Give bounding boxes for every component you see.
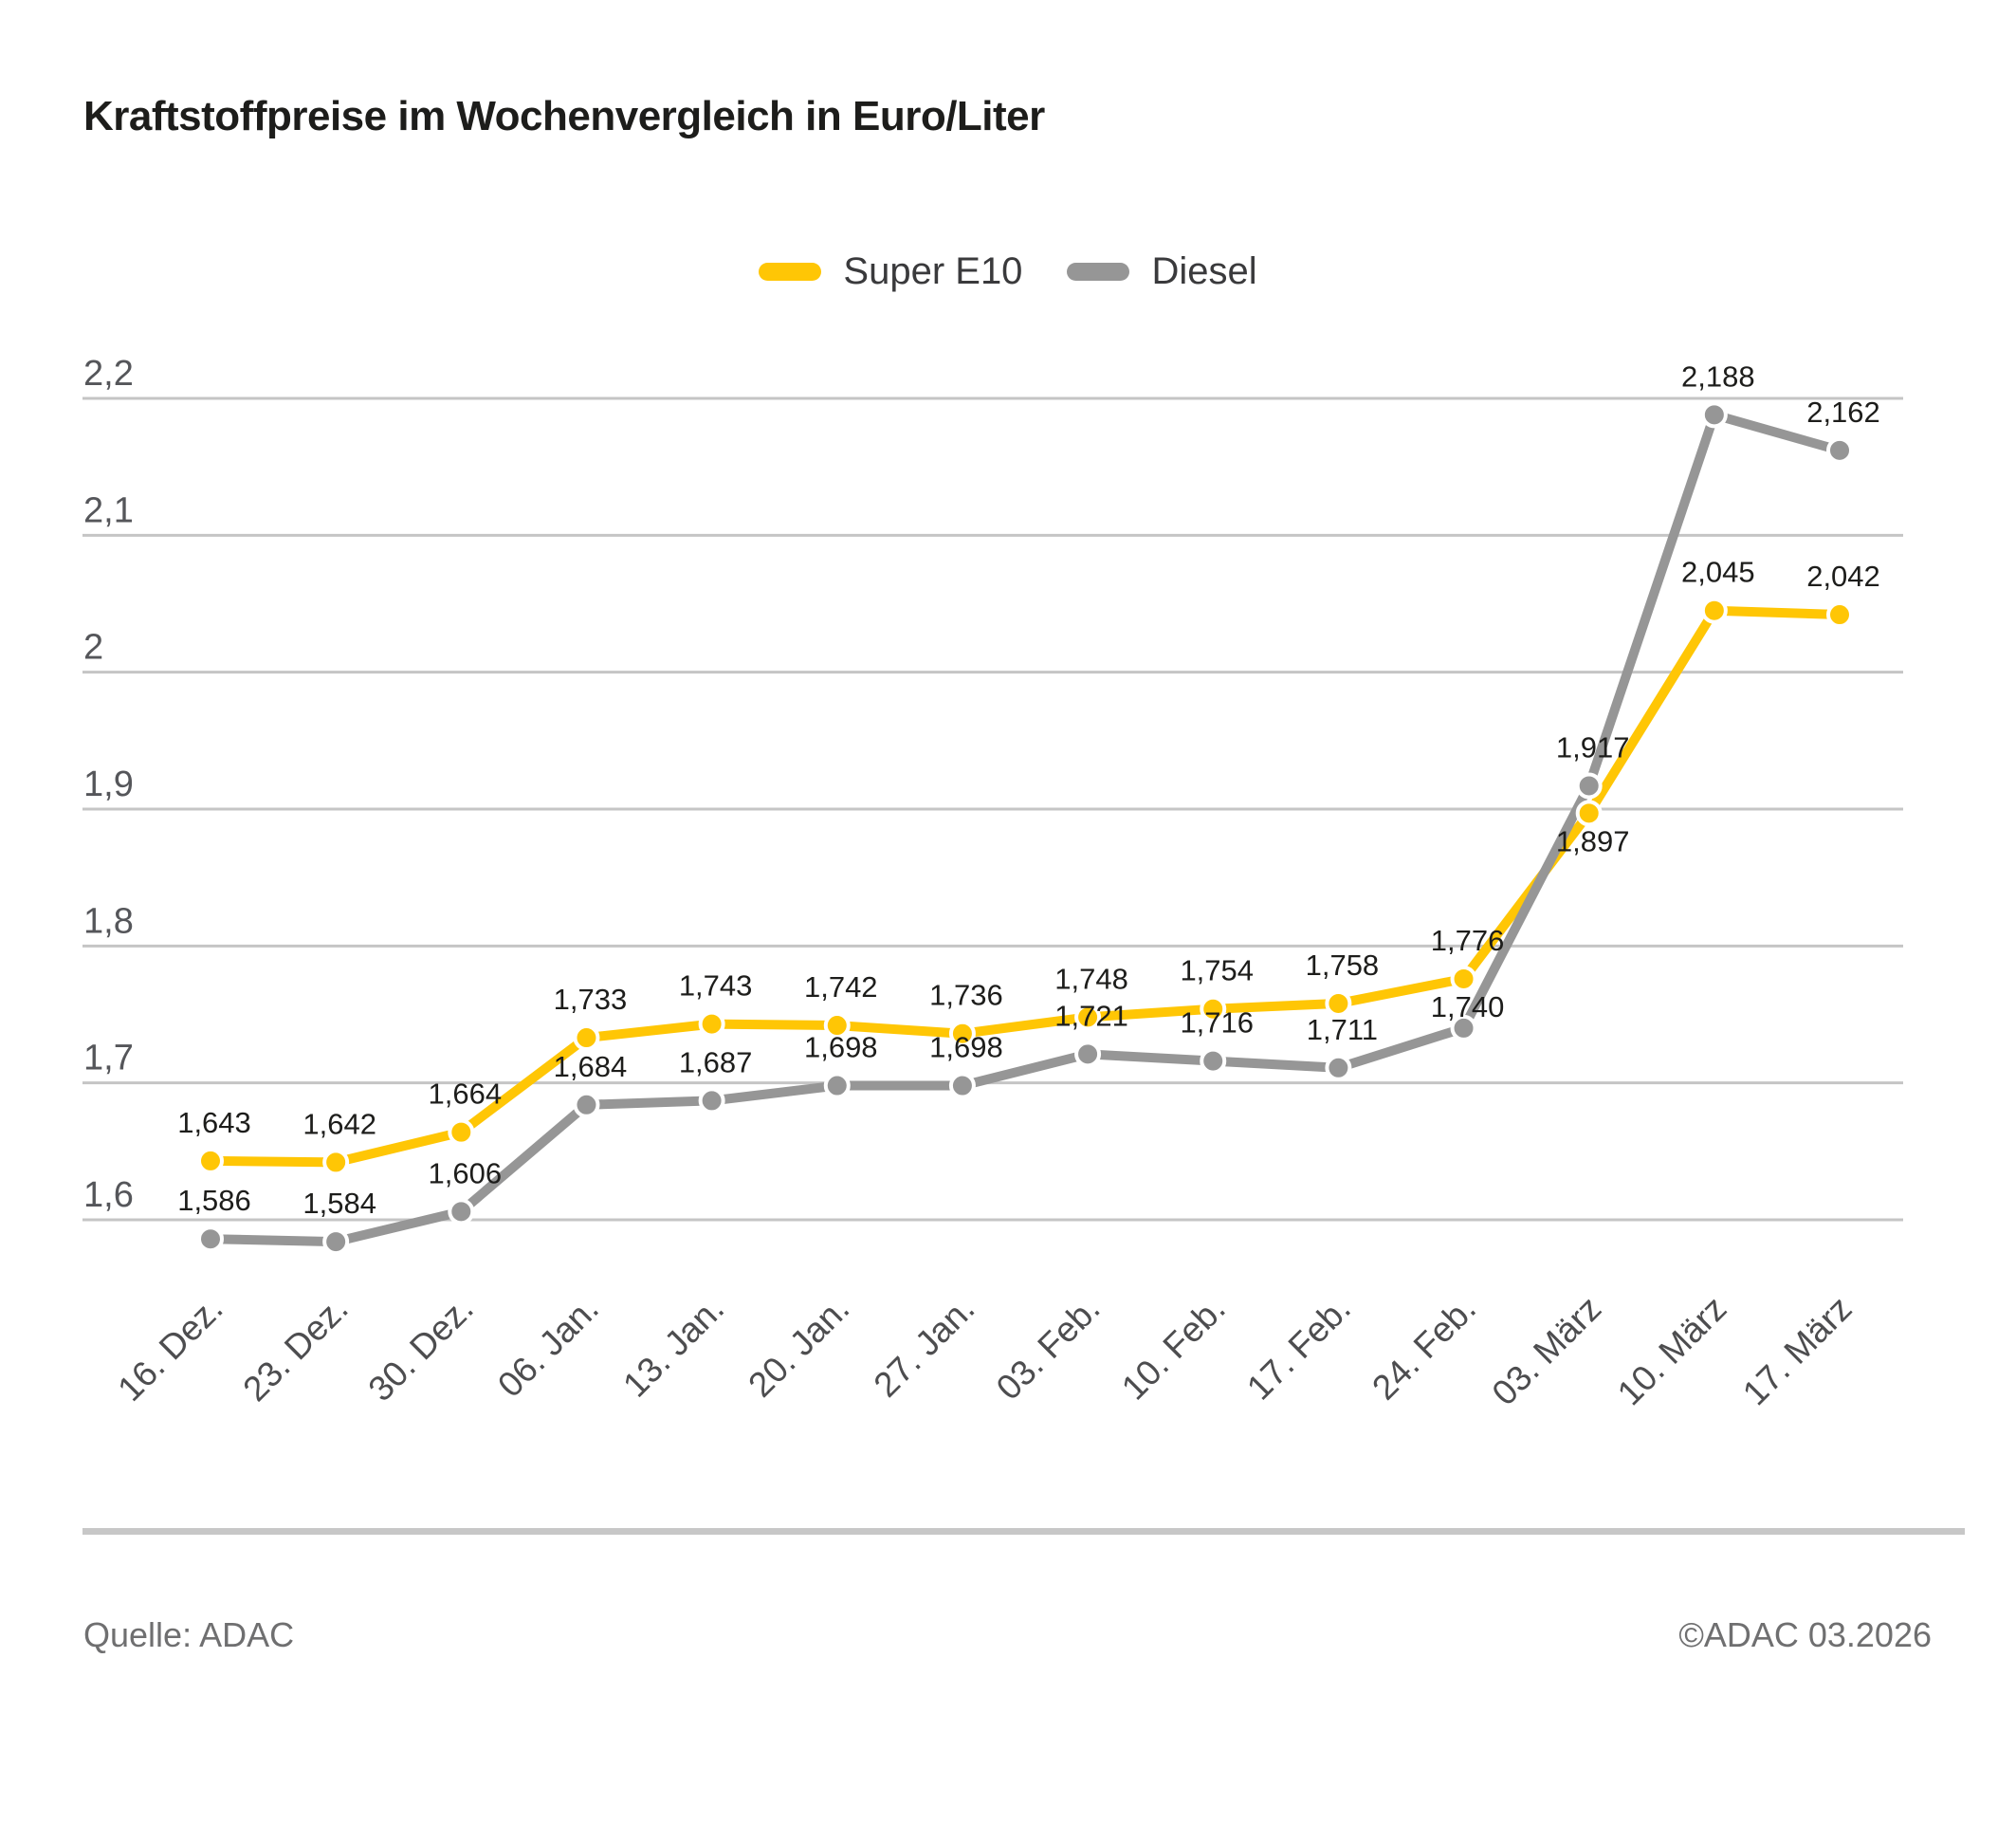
x-tick-label: 17. März (1735, 1289, 1860, 1413)
data-label: 1,742 (804, 970, 878, 1004)
super-e10-point (322, 1149, 350, 1176)
legend-item-diesel: Diesel (1067, 250, 1257, 293)
diesel-point (1700, 401, 1728, 429)
x-tick-label: 06. Jan. (490, 1289, 606, 1405)
diesel-point (1200, 1047, 1227, 1075)
y-tick-label: 2 (83, 628, 103, 668)
super-e10-point (1575, 800, 1603, 827)
data-label: 1,917 (1556, 730, 1630, 764)
super-e10-line-swatch (759, 263, 822, 281)
legend: Super E10 Diesel (0, 250, 2016, 293)
data-label: 2,045 (1681, 556, 1755, 589)
y-tick-label: 2,1 (83, 490, 134, 530)
data-label: 1,733 (554, 983, 628, 1016)
data-label: 1,643 (177, 1106, 251, 1139)
data-label: 2,188 (1681, 359, 1755, 393)
data-label: 1,687 (679, 1045, 753, 1078)
diesel-point (1325, 1054, 1352, 1081)
data-label: 1,698 (929, 1031, 1003, 1064)
super-e10-point (1700, 597, 1728, 624)
data-label: 1,748 (1054, 962, 1128, 995)
super-e10-point (573, 1024, 600, 1052)
legend-label-super-e10: Super E10 (843, 250, 1023, 292)
diesel-point (573, 1091, 600, 1118)
diesel-point (823, 1072, 851, 1099)
x-tick-label: 13. Jan. (615, 1289, 731, 1405)
super-e10-point (1200, 995, 1227, 1023)
x-tick-label: 24. Feb. (1365, 1289, 1483, 1408)
diesel-point (1450, 1014, 1477, 1041)
diesel-point (197, 1225, 224, 1253)
legend-item-super-e10: Super E10 (759, 250, 1022, 293)
data-label: 1,716 (1180, 1006, 1254, 1040)
data-label: 1,721 (1054, 999, 1128, 1032)
diesel-point (698, 1087, 725, 1115)
x-tick-label: 23. Dez. (235, 1289, 355, 1409)
super-e10-point (1826, 601, 1854, 629)
data-label: 1,736 (929, 979, 1003, 1012)
data-label: 1,776 (1431, 924, 1505, 957)
data-label: 1,684 (554, 1050, 628, 1083)
data-label: 2,162 (1806, 396, 1880, 429)
diesel-line (206, 410, 1845, 1247)
data-label: 1,740 (1431, 990, 1505, 1023)
super-e10-point (1325, 989, 1352, 1017)
x-tick-label: 16. Dez. (110, 1289, 229, 1409)
data-label: 1,754 (1180, 954, 1254, 987)
diesel-point (448, 1198, 475, 1225)
super-e10-point (823, 1012, 851, 1040)
super-e10-point (448, 1118, 475, 1146)
data-label: 1,897 (1556, 824, 1630, 857)
data-label: 1,698 (804, 1031, 878, 1064)
y-tick-label: 1,8 (83, 901, 134, 941)
diesel-line-swatch (1067, 263, 1130, 281)
data-label: 1,642 (302, 1107, 376, 1140)
y-tick-label: 1,9 (83, 765, 134, 804)
data-label: 1,711 (1307, 1013, 1378, 1046)
x-tick-label: 03. März (1485, 1289, 1609, 1413)
super-e10-point (1074, 1004, 1102, 1031)
y-tick-label: 1,7 (83, 1039, 134, 1078)
super-e10-point (948, 1020, 976, 1047)
source-note: Quelle: ADAC (83, 1615, 295, 1654)
x-tick-label: 10. März (1610, 1289, 1734, 1413)
x-tick-label: 20. Jan. (741, 1289, 856, 1405)
diesel-point (1575, 772, 1603, 800)
footer-divider (82, 1528, 1965, 1535)
data-label: 1,664 (429, 1078, 503, 1111)
super-e10-line (206, 605, 1845, 1168)
super-e10-point (197, 1147, 224, 1174)
x-tick-label: 27. Jan. (866, 1289, 981, 1405)
super-e10-point (698, 1010, 725, 1038)
legend-label-diesel: Diesel (1151, 250, 1257, 292)
data-label: 1,584 (302, 1187, 376, 1220)
x-tick-label: 10. Feb. (1114, 1289, 1233, 1408)
diesel-point (1826, 436, 1854, 464)
data-label: 2,042 (1806, 560, 1880, 593)
data-label: 1,606 (429, 1156, 503, 1189)
x-tick-label: 30. Dez. (361, 1289, 481, 1409)
diesel-point (948, 1072, 976, 1099)
data-label: 1,586 (177, 1184, 251, 1217)
x-tick-label: 17. Feb. (1239, 1289, 1358, 1408)
super-e10-point (1450, 965, 1477, 992)
chart-title: Kraftstoffpreise im Wochenvergleich in E… (83, 93, 1045, 139)
data-label: 1,743 (679, 969, 753, 1003)
data-label: 1,758 (1306, 949, 1380, 982)
copyright-note: ©ADAC 03.2026 (1678, 1615, 1932, 1654)
diesel-point (322, 1228, 350, 1256)
diesel-point (1074, 1041, 1102, 1068)
y-tick-label: 2,2 (83, 354, 134, 394)
y-tick-label: 1,6 (83, 1175, 134, 1215)
x-tick-label: 03. Feb. (989, 1289, 1108, 1408)
